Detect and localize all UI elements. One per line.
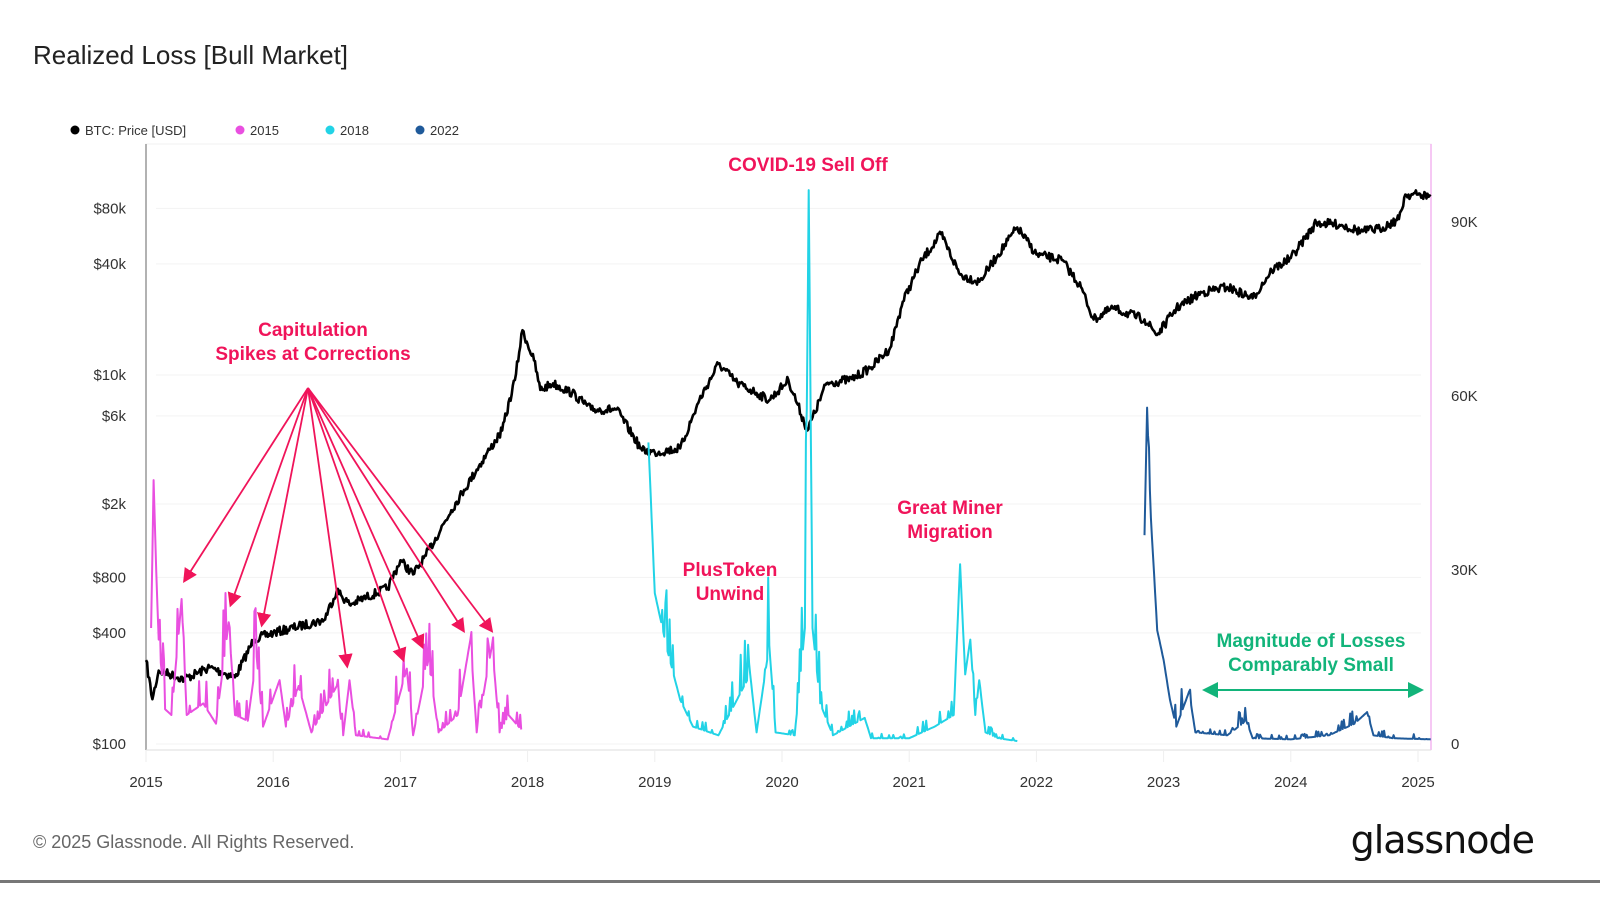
- x-tick-label: 2015: [129, 774, 162, 791]
- left-tick-label: $40k: [93, 256, 126, 273]
- copyright: © 2025 Glassnode. All Rights Reserved.: [33, 832, 355, 852]
- series-2022: [1143, 406, 1431, 741]
- left-tick-label: $100: [93, 736, 126, 753]
- annotation-line: COVID-19 Sell Off: [728, 155, 888, 176]
- annotation-line: Unwind: [696, 584, 765, 605]
- annotation: Great Miner Migration: [897, 498, 1003, 543]
- right-tick-label: 60K: [1451, 388, 1478, 405]
- x-tick-label: 2022: [1020, 774, 1053, 791]
- capitulation-arrow: [307, 387, 407, 663]
- right-tick-label: 30K: [1451, 562, 1478, 579]
- x-tick-label: 2020: [765, 774, 798, 791]
- x-tick-label: 2019: [638, 774, 671, 791]
- annotation-line: Comparably Small: [1228, 655, 1394, 676]
- capitulation-arrow: [307, 387, 425, 650]
- annotation-line: Great Miner: [897, 498, 1003, 519]
- capitulation-arrow: [183, 387, 309, 584]
- left-tick-label: $10k: [93, 367, 126, 384]
- capitulation-arrow: [256, 387, 309, 628]
- series-2015: [150, 479, 523, 741]
- x-tick-label: 2024: [1274, 774, 1307, 791]
- legend-marker: [415, 125, 425, 135]
- x-tick-label: 2025: [1401, 774, 1434, 791]
- x-tick-label: 2018: [511, 774, 544, 791]
- series-2018: [647, 189, 1018, 743]
- x-tick-label: 2016: [257, 774, 290, 791]
- right-tick-label: 0: [1451, 736, 1459, 753]
- annotation-line: Magnitude of Losses: [1217, 631, 1406, 652]
- x-tick-label: 2023: [1147, 774, 1180, 791]
- annotation-line: Capitulation: [258, 320, 368, 341]
- x-tick-label: 2021: [893, 774, 926, 791]
- annotation-line: Spikes at Corrections: [215, 344, 410, 365]
- left-tick-label: $2k: [102, 496, 127, 513]
- annotation-line: PlusToken: [683, 560, 778, 581]
- left-tick-label: $80k: [93, 200, 126, 217]
- annotation: Capitulation Spikes at Corrections: [215, 320, 410, 365]
- legend-label-2015: 2015: [250, 123, 279, 138]
- capitulation-arrow: [307, 387, 465, 634]
- glassnode-logo: glassnode: [1350, 818, 1535, 862]
- right-tick-label: 90K: [1451, 214, 1478, 231]
- legend-label-btc-price-usd-: BTC: Price [USD]: [85, 123, 186, 138]
- legend-marker: [325, 125, 335, 135]
- left-tick-label: $6k: [102, 408, 127, 425]
- left-tick-label: $800: [93, 569, 126, 586]
- legend-label-2022: 2022: [430, 123, 459, 138]
- capitulation-arrow: [307, 387, 353, 669]
- annotation: COVID-19 Sell Off: [728, 155, 888, 176]
- legend-marker: [70, 125, 80, 135]
- capitulation-arrow: [307, 387, 494, 633]
- capitulation-arrow: [227, 387, 309, 608]
- series-btc-price-usd-: [144, 189, 1432, 701]
- annotation: PlusToken Unwind: [683, 560, 778, 605]
- bottom-divider: [0, 880, 1600, 883]
- annotation: Magnitude of Losses Comparably Small: [1217, 631, 1406, 676]
- annotation-line: Migration: [907, 522, 993, 543]
- x-tick-label: 2017: [384, 774, 417, 791]
- chart-title: Realized Loss [Bull Market]: [33, 40, 349, 70]
- legend-marker: [235, 125, 245, 135]
- legend-label-2018: 2018: [340, 123, 369, 138]
- left-tick-label: $400: [93, 625, 126, 642]
